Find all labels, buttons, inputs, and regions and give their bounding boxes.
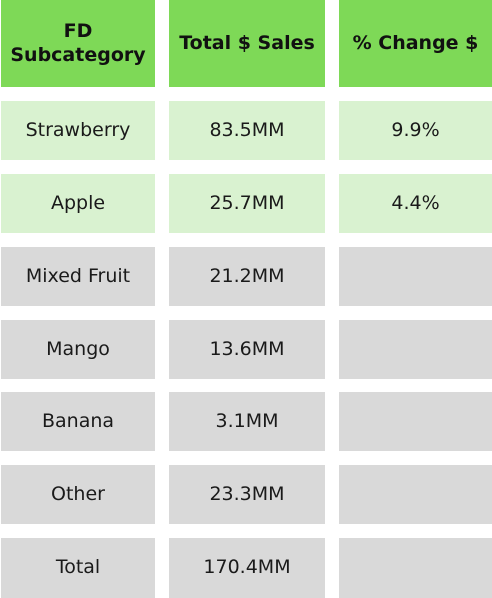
table-cell-sales: 21.2MM	[169, 247, 325, 306]
table-cell-subcategory: Banana	[1, 392, 155, 451]
table-cell-subcategory: Apple	[1, 174, 155, 233]
table-cell-change	[339, 247, 492, 306]
table-cell-sales: 83.5MM	[169, 101, 325, 160]
table-cell-change	[339, 392, 492, 451]
table-cell-sales: 13.6MM	[169, 320, 325, 379]
table-cell-subcategory: Mango	[1, 320, 155, 379]
table-cell-change: 4.4%	[339, 174, 492, 233]
table-cell-change	[339, 538, 492, 598]
table-cell-sales: 170.4MM	[169, 538, 325, 598]
table-cell-change: 9.9%	[339, 101, 492, 160]
table-cell-subcategory: Strawberry	[1, 101, 155, 160]
table-cell-change	[339, 465, 492, 524]
table-cell-subcategory: Total	[1, 538, 155, 598]
table-cell-sales: 23.3MM	[169, 465, 325, 524]
header-percent-change: % Change $	[339, 0, 492, 87]
header-total-sales: Total $ Sales	[169, 0, 325, 87]
table-cell-change	[339, 320, 492, 379]
table-cell-subcategory: Mixed Fruit	[1, 247, 155, 306]
table-cell-subcategory: Other	[1, 465, 155, 524]
table-cell-sales: 25.7MM	[169, 174, 325, 233]
table-cell-sales: 3.1MM	[169, 392, 325, 451]
header-subcategory: FD Subcategory	[1, 0, 155, 87]
